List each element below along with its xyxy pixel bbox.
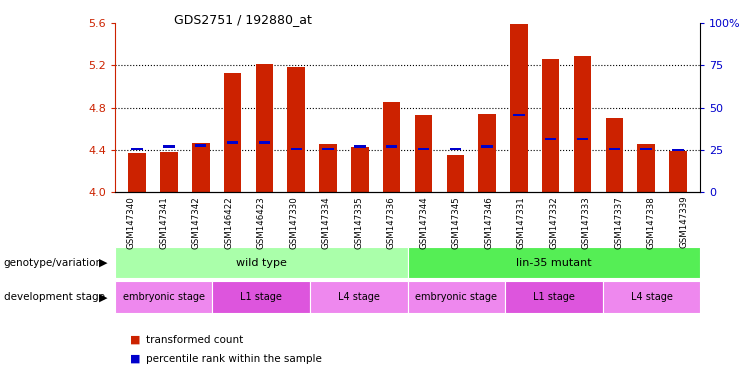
Text: percentile rank within the sample: percentile rank within the sample	[146, 354, 322, 364]
Text: L1 stage: L1 stage	[240, 292, 282, 302]
Text: GSM147340: GSM147340	[127, 196, 136, 248]
Bar	[224, 73, 242, 192]
Bar	[640, 147, 652, 150]
Text: GSM147345: GSM147345	[452, 196, 461, 248]
Text: ▶: ▶	[99, 292, 107, 302]
Bar	[574, 56, 591, 192]
Bar	[227, 141, 239, 144]
Text: ■: ■	[130, 335, 140, 345]
Text: genotype/variation: genotype/variation	[4, 258, 103, 268]
Bar	[213, 281, 310, 313]
Bar	[415, 115, 432, 192]
Text: GSM147342: GSM147342	[192, 196, 201, 248]
Bar	[386, 146, 397, 148]
Bar	[576, 138, 588, 141]
Bar	[510, 24, 528, 192]
Bar	[408, 281, 505, 313]
Text: GSM147346: GSM147346	[485, 196, 494, 248]
Bar	[383, 102, 400, 192]
Bar	[672, 149, 684, 151]
Text: GSM147333: GSM147333	[582, 196, 591, 248]
Bar	[514, 114, 525, 116]
Bar	[288, 68, 305, 192]
Bar	[322, 147, 333, 150]
Bar	[482, 146, 493, 148]
Bar	[131, 147, 143, 150]
Bar	[354, 146, 365, 148]
Text: ▶: ▶	[99, 258, 107, 268]
Bar	[128, 153, 146, 192]
Bar	[608, 147, 620, 150]
Text: GSM147331: GSM147331	[517, 196, 526, 248]
Text: GSM147332: GSM147332	[549, 196, 559, 248]
Bar	[160, 152, 178, 192]
Text: GSM147335: GSM147335	[354, 196, 363, 248]
Text: ■: ■	[130, 354, 140, 364]
Text: lin-35 mutant: lin-35 mutant	[516, 258, 592, 268]
Bar	[637, 144, 655, 192]
Bar	[259, 141, 270, 144]
Bar	[447, 155, 464, 192]
Text: GSM146423: GSM146423	[256, 196, 266, 248]
Text: GSM147344: GSM147344	[419, 196, 428, 248]
Text: GSM147341: GSM147341	[159, 196, 168, 248]
Text: L4 stage: L4 stage	[338, 292, 379, 302]
Text: GSM147336: GSM147336	[387, 196, 396, 248]
Text: transformed count: transformed count	[146, 335, 243, 345]
Bar	[192, 144, 210, 192]
Bar	[290, 147, 302, 150]
Bar	[605, 118, 623, 192]
Bar	[319, 144, 336, 192]
Text: wild type: wild type	[236, 258, 287, 268]
Bar	[545, 138, 556, 141]
Bar	[669, 151, 687, 192]
Bar	[195, 144, 207, 147]
Bar	[602, 281, 700, 313]
Text: GDS2751 / 192880_at: GDS2751 / 192880_at	[174, 13, 312, 26]
Bar	[505, 281, 602, 313]
Text: GSM147334: GSM147334	[322, 196, 330, 248]
Bar	[450, 147, 461, 150]
Text: L1 stage: L1 stage	[533, 292, 575, 302]
Bar	[479, 114, 496, 192]
Text: embryonic stage: embryonic stage	[416, 292, 497, 302]
Bar	[418, 147, 429, 150]
Bar	[115, 281, 213, 313]
Text: GSM146422: GSM146422	[225, 196, 233, 248]
Bar	[542, 59, 559, 192]
Bar	[351, 147, 368, 192]
Bar	[310, 281, 408, 313]
Text: GSM147338: GSM147338	[647, 196, 656, 248]
Text: GSM147339: GSM147339	[679, 196, 688, 248]
Text: embryonic stage: embryonic stage	[123, 292, 205, 302]
Text: development stage: development stage	[4, 292, 104, 302]
Bar	[408, 247, 700, 278]
Bar	[115, 247, 408, 278]
Bar	[163, 146, 175, 148]
Bar	[256, 64, 273, 192]
Text: GSM147337: GSM147337	[614, 196, 623, 248]
Text: L4 stage: L4 stage	[631, 292, 672, 302]
Text: GSM147330: GSM147330	[289, 196, 298, 248]
